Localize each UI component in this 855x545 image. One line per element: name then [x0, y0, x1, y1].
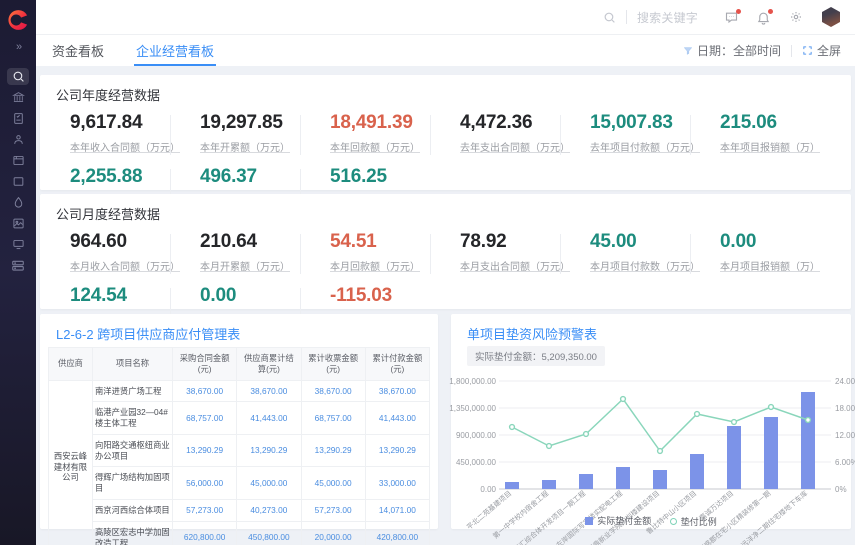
svg-text:6.00%: 6.00% [835, 458, 855, 467]
svg-text:24.00%: 24.00% [835, 377, 855, 386]
svg-text:1,800,000.00: 1,800,000.00 [449, 377, 496, 386]
svg-text:900,000.00: 900,000.00 [456, 431, 497, 440]
svg-text:0.00: 0.00 [480, 485, 496, 494]
svg-text:1,350,000.00: 1,350,000.00 [449, 404, 496, 413]
svg-text:12.00%: 12.00% [835, 431, 855, 440]
svg-text:0%: 0% [835, 485, 847, 494]
svg-text:450,000.00: 450,000.00 [456, 458, 497, 467]
svg-text:18.00%: 18.00% [835, 404, 855, 413]
